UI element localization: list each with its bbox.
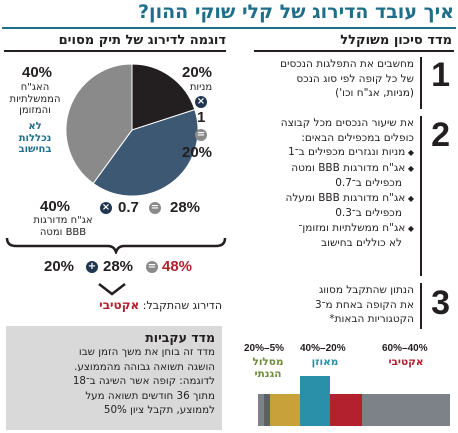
bullet-low-rated-bonds: אג"ח מדורגות BBB ומטה xyxy=(234,161,414,177)
sum-stocks: 20% xyxy=(44,258,75,275)
consistency-index-title: מדד עקביות xyxy=(145,330,215,345)
pie-slice-gov-bonds xyxy=(65,63,133,185)
rating-result-label: הדירוג שהתקבל: xyxy=(142,299,222,312)
sum-brace xyxy=(5,237,227,254)
multiply-icon: × xyxy=(100,202,112,214)
stocks-label: מניות xyxy=(189,82,213,93)
consistency-index-text: מדד זה בוחן את משך הזמן שבו הושגה תשואה … xyxy=(72,346,215,416)
balanced-range: 40%–20% xyxy=(300,343,346,354)
bullet-stocks: מניות ונגזרים מכפילים ב־1 xyxy=(234,145,414,161)
step-2-rule xyxy=(420,116,422,276)
rating-result: הדירוג שהתקבל: אקטיבי xyxy=(99,298,222,312)
step-3-number: 3 xyxy=(431,284,450,322)
stocks-result: 20% xyxy=(182,144,213,161)
example-column-divider xyxy=(4,50,226,52)
step-3-text: הנתון שהתקבל מסווג את הקופה באחת מ־3 הקט… xyxy=(315,284,414,325)
rating-result-value: אקטיבי xyxy=(99,298,140,312)
plus-icon: + xyxy=(86,261,98,273)
gov-bonds-note: לא נכללות בחישוב xyxy=(18,121,52,155)
bonds-label: אג"ח מדורגות BBB ומטה xyxy=(33,215,93,238)
scale-balanced-segment xyxy=(300,376,330,426)
title-divider xyxy=(2,27,456,29)
pie-slice-low-rated-bonds xyxy=(92,108,199,197)
risk-column-title: מדד סיכון משוקלל xyxy=(340,33,452,48)
step-2-number: 2 xyxy=(431,116,450,154)
equals-icon: = xyxy=(195,129,207,141)
active-range: 60%–40% xyxy=(382,343,428,354)
example-column-title: דוגמה לדירוג של תיק מסוים xyxy=(58,33,226,48)
pie-chart xyxy=(65,63,199,197)
equals-icon: = xyxy=(149,202,161,214)
page-title: איך עובד הדירוג של קלי שוקי ההון? xyxy=(138,1,454,23)
scale-defensive-segment xyxy=(270,394,300,426)
gov-bonds-label: האג"ח הממשלתיות והמזומן xyxy=(9,82,61,116)
bonds-result: 28% xyxy=(170,199,201,216)
bonds-multiplier: 0.7 xyxy=(118,199,139,216)
step-2-text: את שיעור הנכסים מכל קבוצה כופלים במכפילי… xyxy=(234,116,414,251)
step-1-text: מחשבים את התפלגות הנכסים של כל קופה לפי … xyxy=(280,58,414,99)
gov-bonds-percent: 40% xyxy=(22,64,53,81)
defensive-range: 20%–5% xyxy=(244,343,285,354)
defensive-label: מסלול הגנתי xyxy=(252,356,284,380)
pie-slice-stocks xyxy=(131,63,196,131)
equals-icon: = xyxy=(146,261,158,273)
risk-column-divider xyxy=(254,50,454,52)
scale-active-segment xyxy=(330,394,362,426)
stocks-percent: 20% xyxy=(182,64,213,81)
bullet-high-rated-bonds: אג"ח מדורגות BBB ומעלה xyxy=(234,191,414,207)
risk-scale-bar xyxy=(258,376,450,426)
step-3-rule xyxy=(420,283,422,329)
arrow-down-icon xyxy=(98,283,126,296)
consistency-index-box: מדד עקביות מדד זה בוחן את משך הזמן שבו ה… xyxy=(6,326,222,430)
sum-total: 48% xyxy=(162,258,193,275)
active-label: אקטיבי xyxy=(388,356,424,368)
multiply-icon: × xyxy=(195,96,207,108)
stocks-multiplier: 1 xyxy=(197,109,206,126)
step-1-rule xyxy=(420,57,422,109)
bullet-gov-bonds: אג"ח ממשלתיות ומזומן־ xyxy=(234,221,414,237)
balanced-label: מאוזן xyxy=(311,356,339,368)
step-1-number: 1 xyxy=(431,56,450,94)
sum-bonds: 28% xyxy=(103,258,134,275)
scale-edge xyxy=(264,394,270,426)
bonds-percent: 40% xyxy=(40,198,71,215)
